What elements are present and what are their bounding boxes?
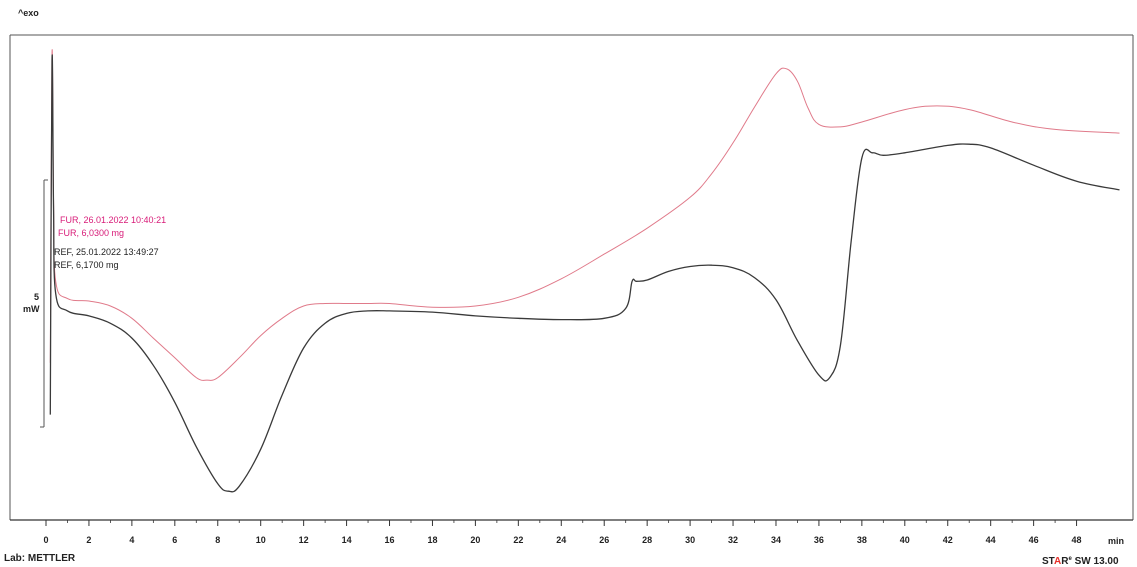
legend-fur-line-1: FUR, 26.01.2022 10:40:21 <box>60 215 166 225</box>
x-tick-label: 6 <box>172 535 177 545</box>
software-label-a: A <box>1054 556 1061 567</box>
lab-label: Lab: METTLER <box>4 553 76 564</box>
legend: FUR, 26.01.2022 10:40:21 FUR, 6,0300 mg … <box>54 215 166 270</box>
x-tick-label: 46 <box>1029 535 1039 545</box>
x-tick-label: 40 <box>900 535 910 545</box>
y-scale-value: 5 <box>34 292 39 302</box>
x-tick-label: 0 <box>43 535 48 545</box>
x-tick-label: 26 <box>599 535 609 545</box>
legend-ref-line-1: REF, 25.01.2022 13:49:27 <box>54 247 159 257</box>
series-line-ref <box>49 54 1120 493</box>
x-ticks: 0 2 4 6 8 10 12 14 16 18 20 22 24 26 28 30 32 34 36 38 40 42 4… <box>43 520 1082 545</box>
y-axis-unit: mW <box>23 304 40 314</box>
x-tick-label: 4 <box>129 535 134 545</box>
x-tick-label: 24 <box>556 535 566 545</box>
x-tick-label: 38 <box>857 535 867 545</box>
x-tick-label: 42 <box>943 535 953 545</box>
x-tick-label: 32 <box>728 535 738 545</box>
x-tick-label: 44 <box>986 535 996 545</box>
software-label-st: ST <box>1042 556 1055 567</box>
x-tick-label: 14 <box>342 535 352 545</box>
software-label-version: SW 13.00 <box>1072 556 1119 567</box>
software-label-r: R <box>1061 556 1069 567</box>
x-tick-label: 8 <box>215 535 220 545</box>
x-tick-label: 2 <box>86 535 91 545</box>
x-tick-label: 12 <box>299 535 309 545</box>
series-lines <box>49 49 1120 493</box>
x-tick-label: 16 <box>385 535 395 545</box>
legend-fur-line-2: FUR, 6,0300 mg <box>58 228 124 238</box>
software-label: STARe SW 13.00 <box>1042 556 1119 567</box>
legend-ref-line-2: REF, 6,1700 mg <box>54 260 119 270</box>
x-axis-unit: min <box>1108 536 1124 546</box>
software-label-e: e <box>1069 556 1073 562</box>
x-tick-label: 48 <box>1072 535 1082 545</box>
series-line-fur <box>49 49 1120 381</box>
exo-direction-label: ^exo <box>18 8 39 18</box>
x-tick-label: 34 <box>771 535 781 545</box>
x-tick-label: 22 <box>513 535 523 545</box>
x-tick-label: 36 <box>814 535 824 545</box>
x-tick-label: 30 <box>685 535 695 545</box>
x-tick-label: 20 <box>470 535 480 545</box>
x-tick-label: 18 <box>427 535 437 545</box>
x-tick-label: 10 <box>256 535 266 545</box>
x-tick-label: 28 <box>642 535 652 545</box>
